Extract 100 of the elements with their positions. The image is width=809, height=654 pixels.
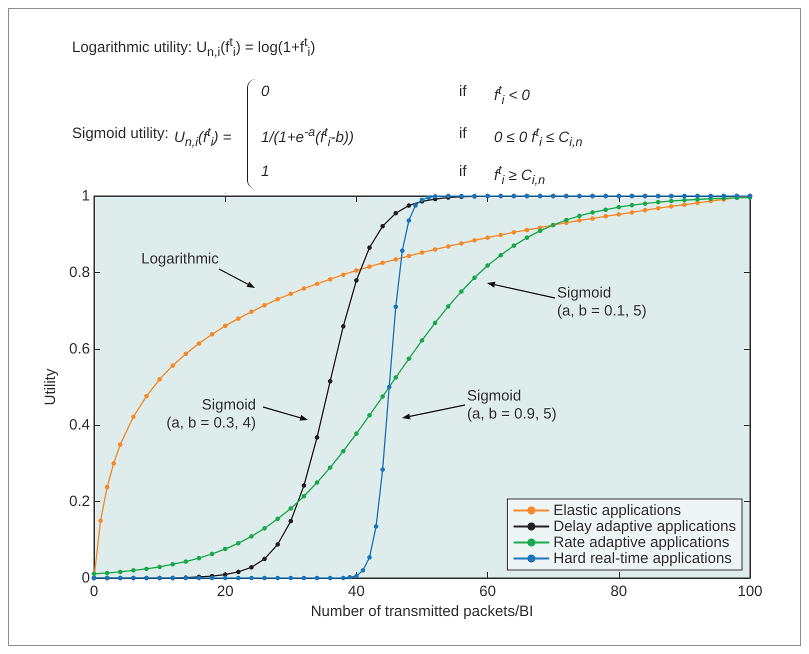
point	[98, 518, 103, 523]
text: 1/(1+e$^{-a}$(f$^{t}$$_{i}$-b))	[261, 125, 354, 149]
point	[288, 576, 294, 580]
point	[432, 247, 438, 252]
point	[669, 198, 674, 204]
point	[302, 494, 306, 498]
point	[249, 534, 254, 539]
point	[406, 356, 412, 361]
point	[367, 555, 372, 560]
point	[432, 194, 438, 199]
point	[524, 228, 530, 232]
point	[354, 278, 359, 283]
point	[262, 526, 267, 531]
point	[104, 570, 110, 576]
point	[367, 264, 372, 269]
point	[420, 338, 424, 343]
point	[642, 208, 648, 212]
text: 0	[261, 83, 270, 100]
point	[328, 465, 332, 470]
point	[498, 252, 503, 258]
point	[275, 576, 280, 580]
point	[374, 524, 378, 529]
point	[236, 316, 241, 321]
point	[394, 375, 398, 380]
text: f$^{t}$$_{i}$ ≥ C$_{i,n}$	[494, 163, 546, 187]
text: f$^{t}$$_{i}$ < 0	[494, 83, 530, 107]
text: if	[459, 125, 466, 142]
x-axis-title: Number of transmitted packets/BI	[310, 603, 534, 620]
point	[222, 546, 228, 552]
x-tick-label: 20	[216, 583, 234, 600]
point	[262, 303, 267, 308]
point	[236, 540, 241, 546]
point	[170, 363, 175, 368]
y-tick-label: 0.4	[69, 416, 90, 434]
point	[184, 352, 188, 356]
point	[328, 379, 332, 384]
point	[184, 559, 188, 564]
point	[111, 461, 116, 466]
point	[538, 228, 542, 234]
point	[196, 556, 202, 560]
point	[380, 224, 385, 228]
point	[249, 565, 254, 570]
point	[426, 195, 431, 200]
x-tick-label: 100	[737, 583, 763, 600]
point	[630, 210, 634, 215]
point	[314, 435, 320, 440]
point	[341, 324, 346, 329]
point	[472, 276, 477, 280]
annotation: Sigmoid (a, b = 0.9, 5)	[467, 388, 557, 422]
point	[459, 241, 464, 246]
point	[262, 556, 267, 562]
point	[341, 448, 346, 454]
point	[302, 483, 306, 488]
point	[406, 203, 412, 208]
point	[394, 210, 398, 216]
point	[459, 289, 464, 294]
point	[682, 198, 687, 202]
text: Sigmoid utility:	[72, 125, 169, 142]
point	[104, 484, 110, 490]
point	[314, 480, 320, 485]
annotation: Sigmoid (a, b = 0.3, 4)	[166, 396, 256, 432]
point	[380, 394, 385, 399]
point	[210, 552, 214, 556]
y-tick-label: 1	[82, 188, 90, 204]
point	[485, 263, 490, 268]
point	[92, 572, 96, 576]
point	[420, 250, 424, 255]
text: Logarithmic utility: U$_{n,i}$(f$^{t}$$_{i}$) = log(1+f$^{t}$$_{i}$)	[72, 35, 316, 59]
point	[314, 576, 320, 580]
point	[380, 260, 385, 266]
point	[616, 204, 622, 210]
point	[656, 206, 660, 210]
point	[380, 467, 385, 472]
point	[236, 576, 241, 580]
point	[302, 576, 306, 580]
point	[144, 566, 149, 572]
text: 1	[261, 163, 270, 180]
annotation: Sigmoid (a, b = 0.1, 5)	[557, 284, 647, 320]
point	[656, 200, 660, 204]
point	[577, 218, 582, 223]
point	[354, 268, 359, 273]
point	[564, 218, 569, 222]
y-tick-label: 0.8	[69, 264, 90, 281]
point	[288, 506, 294, 511]
point	[432, 320, 438, 326]
point	[400, 248, 405, 253]
x-tick-label: 40	[348, 583, 365, 600]
point	[367, 245, 372, 250]
point	[131, 414, 136, 420]
point	[590, 210, 595, 215]
x-tick-label: 80	[610, 583, 628, 600]
legend-label: Rate adaptive applications	[553, 534, 730, 551]
y-axis-title: Utility	[42, 368, 60, 406]
point	[341, 272, 346, 277]
point	[302, 286, 306, 291]
point	[394, 257, 398, 262]
point	[406, 254, 412, 258]
point	[118, 442, 122, 447]
text: 0 ≤ 0 f$^{t}$$_{i}$ ≤ C$_{i,n}$	[494, 125, 582, 149]
point	[472, 238, 477, 243]
